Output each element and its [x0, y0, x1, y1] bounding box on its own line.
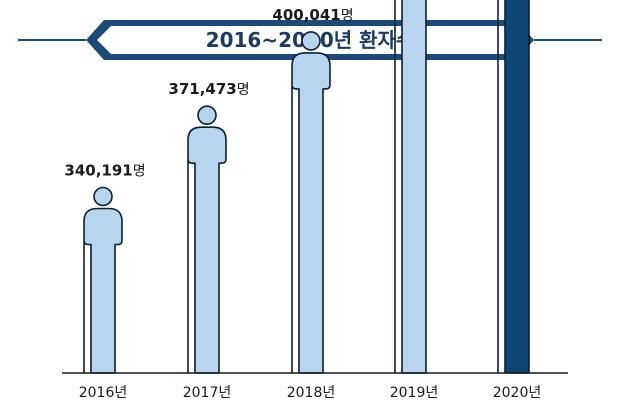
- category-label: 2019년: [390, 385, 439, 401]
- bar-2018년: [291, 31, 331, 374]
- category-labels: 2016년 2017년 2018년 2019년 2020년: [79, 385, 542, 401]
- value-label: 340,191명: [64, 162, 145, 180]
- value-label: 400,041명: [272, 6, 353, 24]
- category-label: 2016년: [79, 385, 128, 401]
- category-label: 2017년: [183, 385, 232, 401]
- value-number: 371,473: [168, 80, 236, 98]
- person-body: [497, 0, 530, 374]
- person-head: [93, 186, 113, 207]
- bar-2016년: [83, 186, 123, 374]
- person-body: [394, 0, 427, 374]
- person-body: [83, 207, 123, 374]
- person-body: [187, 126, 227, 374]
- value-unit: 명: [341, 8, 354, 24]
- value-number: 400,041: [272, 6, 340, 24]
- value-label: 371,473명: [168, 80, 249, 98]
- value-unit: 명: [133, 164, 146, 180]
- person-head: [197, 105, 217, 125]
- category-label: 2020년: [493, 385, 542, 401]
- category-label: 2018년: [287, 385, 336, 401]
- bar-2020년: [497, 0, 530, 374]
- value-number: 340,191: [64, 162, 132, 180]
- value-unit: 명: [237, 82, 250, 98]
- bar-2019년: [394, 0, 427, 374]
- person-body: [291, 52, 331, 374]
- bar-2017년: [187, 105, 227, 374]
- person-head: [301, 31, 321, 51]
